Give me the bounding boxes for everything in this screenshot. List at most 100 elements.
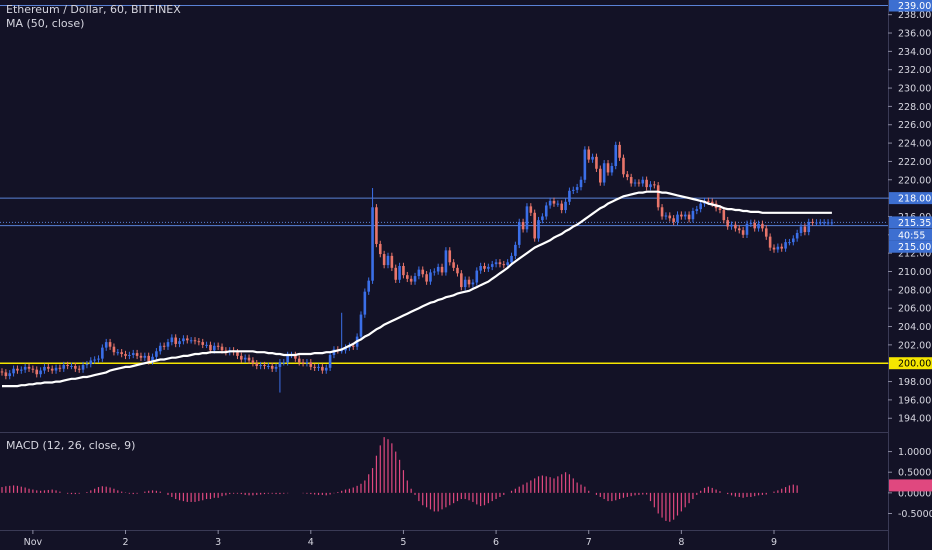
candle-body [780, 246, 784, 249]
candle-body [622, 157, 625, 175]
candle-body [602, 163, 606, 183]
candle-body [189, 340, 193, 342]
candle-body [382, 254, 386, 266]
price-tick-label: 224.00 [898, 139, 931, 150]
time-tick-label: 3 [215, 537, 221, 548]
time-tick-label: 2 [122, 537, 128, 548]
candle-body [394, 267, 398, 280]
candle-body [556, 203, 560, 205]
candle-body [753, 222, 756, 229]
candle-body [764, 228, 768, 237]
candle-body [147, 355, 150, 362]
candle-body [533, 212, 536, 239]
candle-body [124, 354, 127, 356]
candle-body [66, 365, 69, 367]
candle-body [178, 341, 181, 344]
candle-body [151, 356, 154, 362]
candle-body [108, 342, 112, 347]
price-tick-label: 232.00 [898, 65, 931, 76]
ma-indicator-label[interactable]: MA (50, close) [6, 17, 85, 30]
candle-body [494, 262, 498, 265]
candle-body [479, 265, 482, 271]
price-tick-label: 230.00 [898, 84, 931, 95]
price-label-box [889, 228, 932, 241]
candle-body [475, 270, 479, 283]
candle-body [440, 266, 444, 273]
price-tick-label: 208.00 [898, 285, 931, 296]
candle-body [375, 207, 378, 244]
candle-body [710, 201, 714, 204]
candle-body [417, 269, 421, 277]
candle-body [247, 357, 251, 361]
candle-body [822, 222, 826, 224]
macd-indicator-label[interactable]: MACD (12, 26, close, 9) [6, 439, 136, 452]
candle-body [313, 366, 316, 368]
candle-body [328, 354, 332, 368]
candle-body [421, 269, 425, 275]
candle-body [93, 359, 96, 361]
candle-body [514, 244, 517, 256]
candle-body [205, 344, 208, 346]
candle-body [27, 366, 31, 369]
candle-body [425, 274, 428, 282]
candle-body [344, 347, 347, 351]
price-tick-label: 236.00 [898, 29, 931, 40]
candle-body [363, 291, 367, 315]
candle-body [761, 223, 764, 229]
candle-body [413, 276, 417, 282]
candle-body [599, 168, 602, 183]
candle-body [649, 184, 652, 188]
candle-body [70, 365, 73, 367]
candle-body [587, 149, 591, 160]
candle-body [267, 365, 270, 367]
candle-body [197, 341, 201, 343]
candle-body [595, 156, 598, 169]
price-label-box [889, 0, 932, 12]
candle-body [97, 358, 100, 360]
candle-body [653, 184, 656, 186]
candle-body [483, 265, 486, 269]
macd-tick-label: -0.5000 [898, 509, 932, 520]
candle-body [182, 338, 185, 342]
candle-body [745, 223, 749, 235]
candle-body [591, 156, 594, 160]
time-axis: Nov 2 3 4 5 6 7 8 9 [24, 530, 777, 548]
time-tick-label: 8 [678, 537, 684, 548]
candle-body [104, 342, 108, 348]
candle-body [259, 365, 262, 367]
price-label-text: 215.00 [898, 242, 931, 253]
candle-body [0, 371, 4, 373]
price-tick-label: 234.00 [898, 47, 931, 58]
candle-body [718, 208, 722, 211]
candle-body [830, 222, 834, 224]
price-label-text: 239.00 [898, 1, 931, 12]
candle-body [803, 226, 807, 233]
candle-body [143, 355, 147, 358]
candle-body [50, 368, 54, 371]
candle-body [525, 206, 529, 230]
candle-body [213, 345, 216, 351]
candle-body [236, 352, 239, 356]
candle-body [155, 351, 158, 357]
candle-body [510, 255, 513, 263]
candle-body [448, 250, 452, 263]
candle-body [456, 267, 459, 274]
candle-body [737, 228, 741, 231]
candle-body [31, 368, 35, 370]
candle-body [340, 350, 343, 352]
candle-body [116, 352, 120, 354]
candle-body [564, 201, 567, 211]
price-tick-label: 202.00 [898, 340, 931, 351]
candle-body [537, 220, 540, 239]
candle-body [792, 238, 795, 243]
candle-body [629, 177, 633, 184]
macd-histogram [1, 437, 798, 522]
candle-body [131, 353, 135, 355]
candle-body [618, 144, 621, 158]
candle-body [390, 255, 394, 268]
time-tick-label: Nov [24, 537, 43, 548]
candle-body [672, 218, 675, 222]
candle-body [664, 215, 668, 217]
candle-body [460, 273, 463, 288]
